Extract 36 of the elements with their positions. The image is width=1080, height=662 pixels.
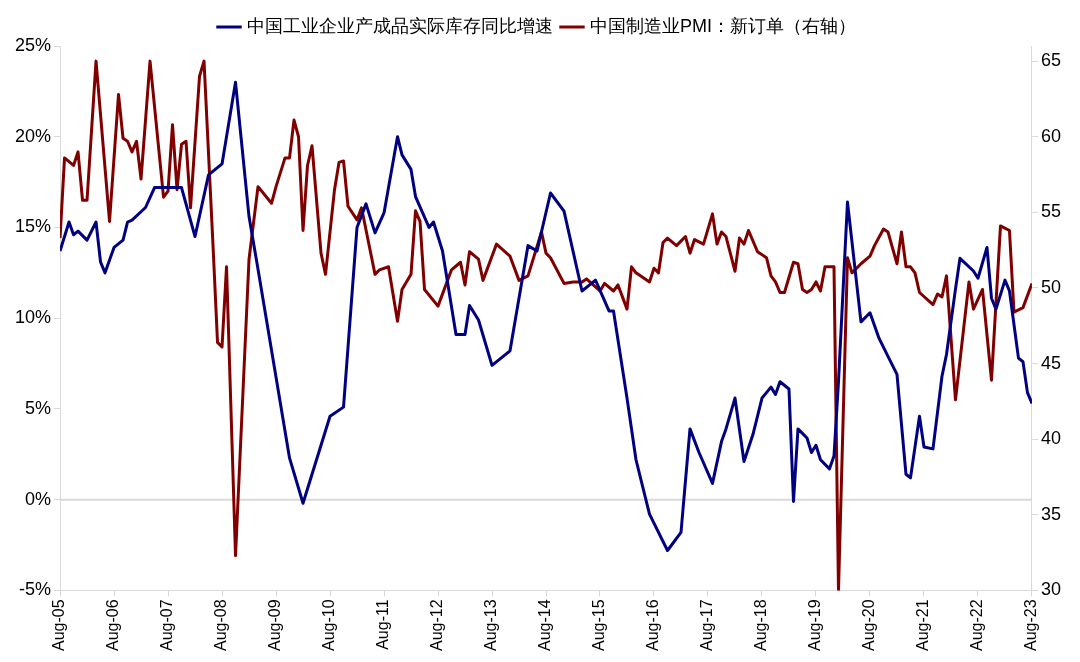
x-tick-label: Aug-07 <box>158 599 176 651</box>
x-tick-label: Aug-18 <box>752 599 770 651</box>
y2-tick-label: 30 <box>1040 579 1062 600</box>
y2-tick-label: 35 <box>1040 503 1062 524</box>
y-tick-label: 5% <box>25 397 52 418</box>
y-tick-label: -5% <box>19 579 52 600</box>
x-tick-label: Aug-16 <box>644 599 662 651</box>
x-tick-label: Aug-20 <box>860 599 878 651</box>
x-tick-label: Aug-13 <box>482 599 500 651</box>
x-tick-label: Aug-15 <box>590 599 608 651</box>
y2-tick-label: 50 <box>1040 276 1062 297</box>
y-tick-label: 15% <box>15 216 52 237</box>
x-tick-label: Aug-17 <box>698 599 716 651</box>
x-tick-label: Aug-21 <box>914 599 932 651</box>
x-tick-label: Aug-06 <box>104 599 122 651</box>
x-tick-label: Aug-08 <box>212 599 230 651</box>
x-tick-label: Aug-19 <box>806 599 824 651</box>
legend-label: 中国制造业PMI：新订单（右轴） <box>590 15 857 36</box>
x-tick-label: Aug-23 <box>1022 599 1040 651</box>
x-tick-label: Aug-10 <box>320 599 338 651</box>
x-tick-label: Aug-14 <box>536 599 554 651</box>
y-tick-label: 20% <box>15 125 52 146</box>
x-tick-label: Aug-22 <box>968 599 986 651</box>
y2-tick-label: 60 <box>1040 125 1062 146</box>
y2-tick-label: 45 <box>1040 352 1062 373</box>
y-tick-label: 10% <box>15 307 52 328</box>
y2-tick-label: 55 <box>1040 201 1062 222</box>
y-tick-label: 25% <box>15 34 52 55</box>
x-tick-label: Aug-11 <box>374 599 392 650</box>
y2-tick-label: 40 <box>1040 428 1062 449</box>
x-tick-label: Aug-05 <box>50 599 68 651</box>
x-tick-label: Aug-12 <box>428 599 446 651</box>
y2-tick-label: 65 <box>1040 50 1062 71</box>
legend-label: 中国工业企业产成品实际库存同比增速 <box>247 15 553 36</box>
x-tick-label: Aug-09 <box>266 599 284 651</box>
y-tick-label: 0% <box>25 488 52 509</box>
